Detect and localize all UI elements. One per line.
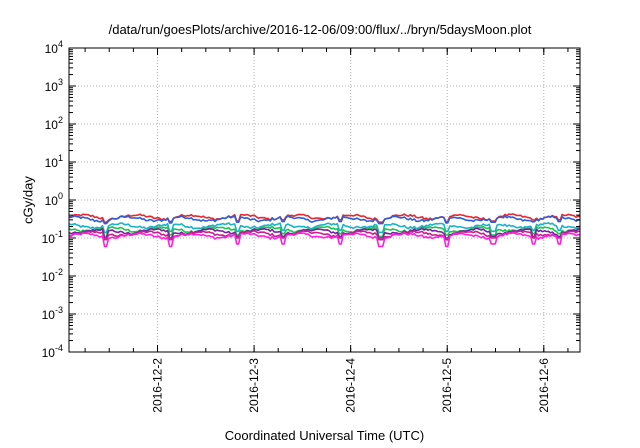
y-tick-exponent: 4 — [58, 39, 63, 49]
y-tick-exponent: -2 — [55, 267, 63, 277]
y-tick-base: 10 — [42, 308, 56, 322]
y-tick-label: 100 — [45, 191, 63, 208]
series-layer — [68, 213, 581, 248]
x-axis-label: Coordinated Universal Time (UTC) — [224, 428, 425, 443]
y-tick-base: 10 — [45, 194, 59, 208]
y-tick-label: 10-3 — [42, 305, 63, 322]
y-tick-label: 103 — [45, 77, 63, 94]
y-tick-label: 104 — [45, 39, 63, 56]
chart-title: /data/run/goesPlots/archive/2016-12-06/0… — [108, 22, 532, 37]
series-line — [68, 215, 581, 225]
y-tick-exponent: 3 — [58, 77, 63, 87]
y-tick-label: 10-2 — [42, 267, 63, 284]
y-tick-exponent: 1 — [58, 153, 63, 163]
y-tick-exponent: -4 — [55, 343, 63, 353]
y-tick-exponent: -3 — [55, 305, 63, 315]
y-tick-base: 10 — [42, 346, 56, 360]
y-tick-label: 102 — [45, 115, 63, 132]
x-tick-label: 2016-12-2 — [151, 358, 165, 413]
series-line — [68, 227, 581, 239]
series-line — [68, 222, 581, 234]
y-tick-exponent: 2 — [58, 115, 63, 125]
y-tick-base: 10 — [45, 156, 59, 170]
grid-layer — [69, 48, 580, 352]
x-tick-label: 2016-12-3 — [247, 358, 261, 413]
x-tick-label: 2016-12-6 — [537, 358, 551, 413]
y-tick-base: 10 — [42, 270, 56, 284]
x-tick-label: 2016-12-4 — [344, 358, 358, 413]
y-tick-label: 10-4 — [42, 343, 63, 360]
y-tick-exponent: 0 — [58, 191, 63, 201]
y-tick-base: 10 — [45, 80, 59, 94]
y-tick-exponent: -1 — [55, 229, 63, 239]
series-line — [68, 225, 581, 238]
y-tick-label: 101 — [45, 153, 63, 170]
y-tick-label: 10-1 — [42, 229, 63, 246]
x-tick-labels: 2016-12-2 2016-12-3 2016-12-4 2016-12-5 2016… — [151, 358, 551, 413]
y-tick-base: 10 — [42, 232, 56, 246]
tick-layer — [69, 47, 580, 353]
y-tick-base: 10 — [45, 42, 59, 56]
series-line — [68, 229, 581, 241]
series-line — [68, 232, 581, 248]
x-tick-label: 2016-12-5 — [440, 358, 454, 413]
y-tick-base: 10 — [45, 118, 59, 132]
